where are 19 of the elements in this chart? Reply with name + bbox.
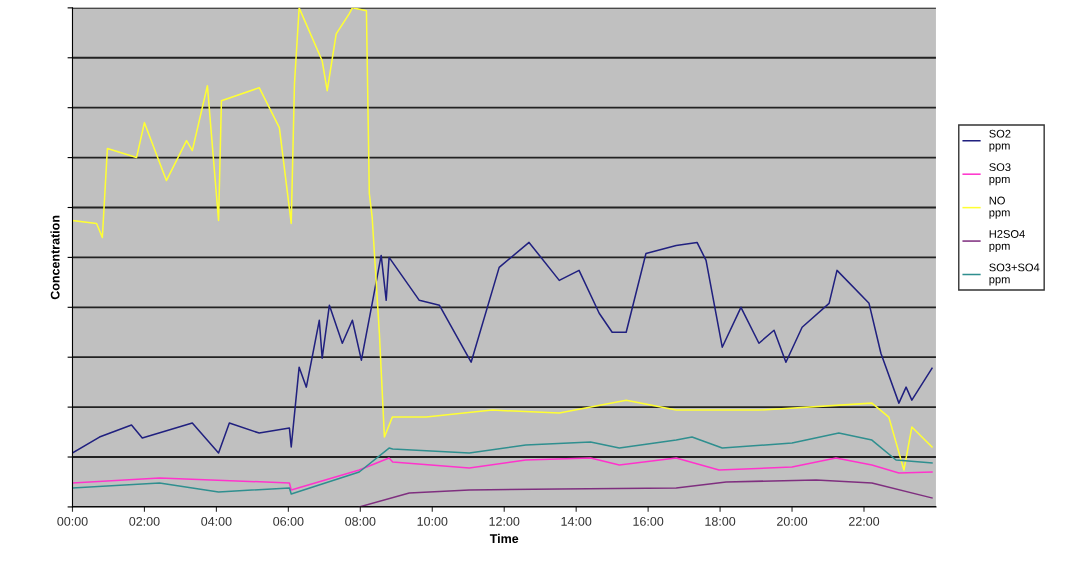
x-tick-label: 12:00 [489, 516, 520, 526]
x-tick-label: 06:00 [273, 516, 304, 526]
x-tick-label: 04:00 [201, 516, 232, 526]
y-axis-title: Concentration [50, 215, 60, 300]
x-tick-label: 20:00 [777, 516, 808, 526]
x-tick-label: 18:00 [705, 516, 736, 526]
legend-label: H2SO4 ppm [989, 230, 1025, 253]
legend-label: NO ppm [989, 196, 1010, 219]
x-tick-label: 08:00 [345, 516, 376, 526]
x-tick-label: 14:00 [561, 516, 592, 526]
legend-label: SO3 ppm [989, 163, 1011, 186]
legend-label: SO3+SO4 ppm [989, 263, 1040, 286]
legend-label: SO2 ppm [989, 129, 1011, 152]
x-axis-title: Time [489, 533, 519, 544]
x-tick-label: 00:00 [57, 516, 88, 526]
x-tick-label: 10:00 [417, 516, 448, 526]
x-tick-label: 16:00 [633, 516, 664, 526]
x-tick-label: 22:00 [848, 516, 880, 526]
x-tick-label: 02:00 [129, 516, 160, 526]
